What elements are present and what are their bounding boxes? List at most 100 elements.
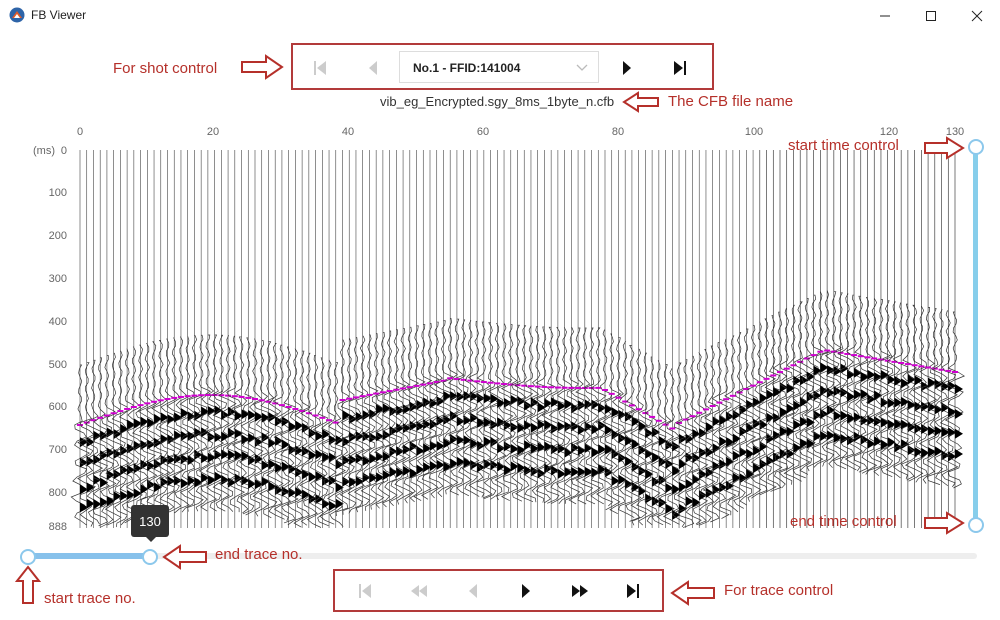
trace-lobe <box>315 471 324 482</box>
trace-wiggle <box>299 352 318 526</box>
last-trace-button[interactable] <box>618 576 648 606</box>
trace-wiggle <box>595 329 615 507</box>
trace-lobe <box>308 450 317 461</box>
first-trace-button[interactable] <box>350 576 380 606</box>
trace-wiggle <box>70 364 91 526</box>
trace-lobe <box>133 488 142 499</box>
fast-forward-button[interactable] <box>565 576 595 606</box>
trace-lobe <box>692 474 701 485</box>
trace-lobe <box>214 471 223 482</box>
trace-lobe <box>833 366 842 377</box>
trace-lobe <box>517 444 526 455</box>
trace-lobe <box>645 428 654 439</box>
trace-lobe <box>665 458 674 469</box>
trace-lobe <box>537 402 546 413</box>
minimize-button[interactable] <box>862 0 908 31</box>
x-tick-label: 40 <box>341 126 355 138</box>
trace-lobe <box>241 409 250 420</box>
trace-lobe <box>268 459 277 470</box>
start-time-handle[interactable] <box>968 139 984 155</box>
next-trace-button[interactable] <box>511 576 541 606</box>
trace-wiggle <box>480 322 500 500</box>
trace-wiggle <box>374 331 392 509</box>
trace-lobe <box>544 441 553 452</box>
trace-lobe <box>201 406 210 417</box>
start-trace-handle[interactable] <box>20 549 36 565</box>
trace-lobe <box>955 409 963 420</box>
trace-lobe <box>490 393 499 404</box>
trace-lobe <box>362 472 371 483</box>
annotation-trace-control: For trace control <box>724 582 834 599</box>
trace-lobe <box>867 369 876 380</box>
x-tick-label: 20 <box>206 126 220 138</box>
trace-wiggle <box>562 327 581 504</box>
trace-lobe <box>934 425 943 436</box>
trace-lobe <box>86 498 95 509</box>
maximize-button[interactable] <box>908 0 954 31</box>
trace-range-slider[interactable] <box>26 553 977 559</box>
trace-lobe <box>329 500 338 511</box>
trace-lobe <box>584 421 593 432</box>
trace-lobe <box>456 456 465 467</box>
next-shot-button[interactable] <box>612 53 642 83</box>
trace-lobe <box>349 477 358 488</box>
trace-lobe <box>160 412 169 423</box>
trace-lobe <box>854 367 863 378</box>
trace-lobe <box>248 478 257 489</box>
trace-lobe <box>732 433 741 444</box>
trace-lobe <box>557 443 566 454</box>
trace-lobe <box>631 439 640 450</box>
trace-lobe <box>928 425 937 436</box>
trace-wiggle <box>878 300 896 478</box>
trace-lobe <box>355 476 364 487</box>
fast-back-button[interactable] <box>404 576 434 606</box>
trace-lobe <box>241 450 250 461</box>
trace-lobe <box>517 396 526 407</box>
arrow-left-icon <box>670 580 715 606</box>
trace-lobe <box>335 498 344 509</box>
time-range-slider[interactable] <box>973 145 978 524</box>
annotation-start-time: start time control <box>788 137 899 154</box>
prev-trace-button[interactable] <box>458 576 488 606</box>
close-button[interactable] <box>954 0 1000 31</box>
trace-lobe <box>732 450 741 461</box>
trace-lobe <box>753 445 762 456</box>
annotation-shot-control: For shot control <box>113 60 218 77</box>
shot-select[interactable]: No.1 - FFID:141004 <box>399 51 599 83</box>
trace-wiggle <box>239 337 257 515</box>
end-trace-handle[interactable] <box>142 549 158 565</box>
trace-wiggle <box>388 329 407 506</box>
last-shot-button[interactable] <box>665 53 695 83</box>
trace-lobe <box>793 419 802 430</box>
trace-lobe <box>423 443 432 454</box>
trace-lobe <box>261 460 270 471</box>
trace-lobe <box>234 428 243 439</box>
trace-lobe <box>786 403 795 414</box>
trace-wiggle <box>77 362 96 527</box>
trace-lobe <box>490 459 499 470</box>
y-tick-label: 800 <box>48 487 67 499</box>
trace-lobe <box>699 490 708 501</box>
trace-wiggle <box>534 326 552 504</box>
trace-lobe <box>941 381 950 392</box>
trace-wiggle <box>231 336 251 514</box>
trace-lobe <box>551 423 560 434</box>
trace-lobe <box>699 469 708 480</box>
trace-lobe <box>638 465 647 476</box>
trace-lobe <box>901 419 910 430</box>
trace-lobe <box>510 443 519 454</box>
trace-lobe <box>800 438 809 449</box>
trace-lobe <box>80 502 88 513</box>
trace-lobe <box>584 466 593 477</box>
end-time-handle[interactable] <box>968 517 984 533</box>
trace-lobe <box>827 387 836 398</box>
trace-lobe <box>679 459 688 470</box>
trace-lobe <box>591 467 600 478</box>
trace-lobe <box>537 419 546 430</box>
trace-lobe <box>605 444 613 455</box>
prev-shot-button[interactable] <box>358 53 388 83</box>
x-tick-label: 60 <box>476 126 490 138</box>
first-shot-button[interactable] <box>305 53 335 83</box>
y-tick-label: 600 <box>48 401 67 413</box>
